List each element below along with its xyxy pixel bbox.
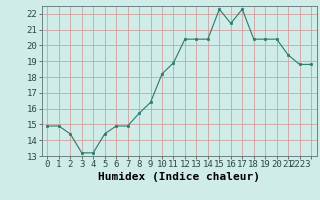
X-axis label: Humidex (Indice chaleur): Humidex (Indice chaleur) [98, 172, 260, 182]
